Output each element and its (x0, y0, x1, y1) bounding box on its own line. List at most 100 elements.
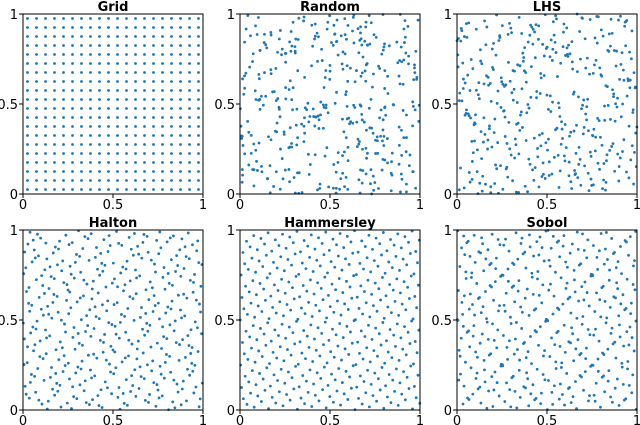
data-point (306, 101, 310, 105)
data-point (404, 308, 408, 312)
data-point (70, 407, 73, 410)
data-point (400, 128, 403, 132)
data-point (528, 162, 532, 166)
data-point (415, 351, 419, 355)
data-point (523, 296, 527, 300)
data-point (531, 27, 535, 31)
data-point (303, 312, 307, 316)
data-point (125, 107, 128, 110)
data-point (345, 324, 349, 328)
data-point (323, 76, 327, 79)
data-point (458, 354, 462, 358)
data-point (457, 289, 460, 292)
data-point (351, 364, 355, 368)
y-tick-label: 0 (227, 188, 235, 203)
data-point (383, 87, 387, 90)
data-point (593, 310, 597, 313)
data-point (291, 20, 295, 24)
data-point (83, 235, 87, 239)
data-point (517, 191, 520, 194)
data-point (619, 245, 622, 248)
data-point (468, 180, 472, 184)
data-point (606, 347, 610, 351)
data-point (602, 178, 606, 182)
data-point (76, 365, 80, 369)
data-point (96, 291, 100, 295)
data-point (323, 154, 327, 158)
data-point (268, 191, 272, 195)
data-point (353, 80, 357, 84)
data-point (632, 71, 636, 75)
data-point (461, 312, 465, 316)
data-point (37, 398, 41, 402)
data-point (547, 288, 551, 292)
data-point (179, 98, 182, 101)
data-point (403, 41, 406, 44)
data-point (539, 72, 543, 75)
data-point (143, 44, 146, 47)
data-point (264, 298, 267, 302)
data-point (482, 116, 486, 120)
data-point (504, 291, 508, 295)
data-point (627, 124, 631, 128)
data-point (621, 293, 625, 297)
data-point (355, 145, 359, 149)
data-point (121, 265, 125, 269)
data-point (172, 234, 175, 238)
data-point (44, 107, 47, 110)
data-point (341, 117, 344, 121)
data-point (138, 365, 142, 369)
data-point (407, 54, 411, 58)
data-point (626, 360, 630, 363)
data-point (583, 164, 586, 168)
data-point (308, 115, 312, 118)
data-point (601, 187, 604, 191)
data-point (80, 98, 83, 101)
data-point (186, 334, 190, 338)
data-point (264, 253, 268, 257)
data-point (346, 24, 350, 27)
data-point (384, 113, 388, 117)
data-point (596, 15, 600, 19)
data-point (515, 321, 518, 324)
data-point (375, 399, 378, 403)
data-point (397, 143, 401, 147)
data-point (151, 359, 155, 363)
data-point (266, 231, 270, 235)
data-point (107, 125, 110, 128)
data-point (610, 145, 614, 148)
data-point (143, 152, 146, 155)
data-point (248, 65, 252, 69)
data-point (359, 329, 363, 333)
data-point (279, 29, 282, 32)
data-point (390, 356, 394, 360)
data-point (62, 134, 65, 137)
data-point (468, 292, 472, 296)
data-point (372, 72, 375, 76)
data-point (592, 244, 595, 247)
data-point (35, 161, 38, 164)
data-point (607, 32, 611, 36)
data-point (152, 188, 155, 191)
data-point (337, 277, 341, 280)
data-point (80, 161, 83, 164)
data-point (355, 385, 359, 389)
data-point (617, 404, 621, 407)
data-point (179, 275, 183, 278)
data-point (187, 344, 191, 347)
data-point (89, 98, 92, 101)
data-point (89, 134, 92, 137)
data-point (467, 21, 471, 25)
data-point (504, 237, 507, 241)
data-point (557, 101, 560, 105)
data-point (305, 289, 309, 293)
data-point (48, 334, 52, 338)
data-point (283, 168, 287, 172)
data-point (604, 84, 608, 88)
data-point (62, 152, 65, 155)
data-point (403, 398, 407, 402)
data-point (170, 17, 173, 20)
data-point (44, 35, 47, 38)
data-point (62, 26, 65, 29)
data-point (346, 79, 350, 83)
